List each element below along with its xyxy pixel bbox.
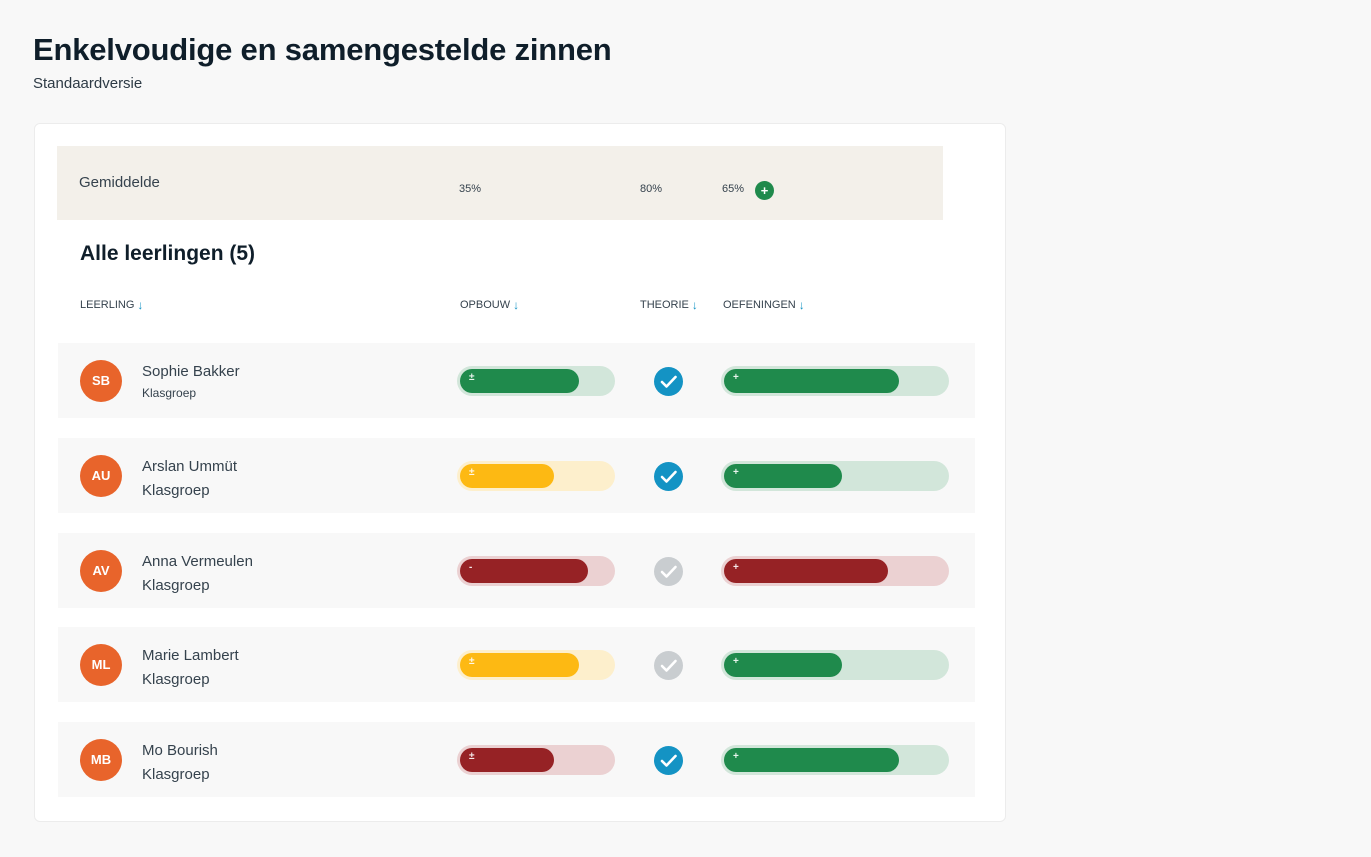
student-name[interactable]: Marie Lambert	[142, 647, 239, 664]
opbouw-progress-bar[interactable]: ±	[457, 366, 615, 396]
score-sign: ±	[469, 656, 475, 667]
opbouw-progress-fill: ±	[460, 464, 554, 488]
opbouw-progress-bar[interactable]: ±	[457, 650, 615, 680]
page-title: Enkelvoudige en samengestelde zinnen	[33, 32, 612, 67]
arrow-down-icon: ↓	[798, 298, 805, 312]
score-sign: +	[733, 562, 739, 573]
avatar: SB	[80, 360, 122, 402]
theorie-check-icon[interactable]	[654, 367, 683, 396]
average-oefeningen: 65%	[722, 183, 745, 195]
theorie-check-icon[interactable]	[654, 746, 683, 775]
opbouw-progress-fill: ±	[460, 369, 579, 393]
opbouw-progress-fill: ±	[460, 653, 579, 677]
theorie-check-icon[interactable]	[654, 462, 683, 491]
column-label-leerling: LEERLING	[80, 299, 135, 311]
student-group: Klasgroep	[142, 386, 197, 400]
opbouw-progress-fill: ±	[460, 748, 554, 772]
student-group: Klasgroep	[142, 482, 210, 499]
score-sign: +	[733, 656, 739, 667]
average-row: Gemiddelde 35% 80% 65% +	[57, 146, 943, 220]
score-sign: ±	[469, 467, 475, 478]
page-subtitle: Standaardversie	[33, 75, 143, 92]
oefeningen-progress-bar[interactable]: +	[721, 366, 949, 396]
score-sign: -	[469, 562, 473, 573]
student-row[interactable]: MB Mo Bourish Klasgroep ± +	[58, 722, 975, 797]
sort-opbouw-header[interactable]: OPBOUW ↓	[460, 298, 519, 312]
oefeningen-progress-fill: +	[724, 653, 842, 677]
sort-leerling-header[interactable]: LEERLING ↓	[80, 298, 143, 312]
opbouw-progress-bar[interactable]: ±	[457, 745, 615, 775]
score-sign: ±	[469, 751, 475, 762]
theorie-check-icon[interactable]	[654, 557, 683, 586]
avatar: AV	[80, 550, 122, 592]
arrow-down-icon: ↓	[137, 298, 144, 312]
oefeningen-progress-bar[interactable]: +	[721, 556, 949, 586]
oefeningen-progress-fill: +	[724, 559, 888, 583]
student-row[interactable]: SB Sophie Bakker Klasgroep ± +	[58, 343, 975, 418]
average-label: Gemiddelde	[79, 174, 160, 191]
average-theorie: 80%	[640, 183, 663, 195]
arrow-down-icon: ↓	[513, 298, 520, 312]
oefeningen-progress-bar[interactable]: +	[721, 745, 949, 775]
score-sign: +	[733, 467, 739, 478]
oefeningen-progress-bar[interactable]: +	[721, 461, 949, 491]
oefeningen-progress-fill: +	[724, 464, 842, 488]
student-group: Klasgroep	[142, 766, 210, 783]
results-card: Gemiddelde 35% 80% 65% + Alle leerlingen…	[34, 123, 1006, 822]
students-section-title: Alle leerlingen (5)	[80, 242, 256, 265]
column-label-opbouw: OPBOUW	[460, 299, 511, 311]
avatar: AU	[80, 455, 122, 497]
sort-theorie-header[interactable]: THEORIE ↓	[640, 298, 698, 312]
average-opbouw: 35%	[459, 183, 482, 195]
student-row[interactable]: ML Marie Lambert Klasgroep ± +	[58, 627, 975, 702]
student-name[interactable]: Arslan Ummüt	[142, 458, 238, 475]
score-sign: +	[733, 751, 739, 762]
student-group: Klasgroep	[142, 577, 210, 594]
plus-badge-icon[interactable]: +	[755, 181, 774, 200]
score-sign: +	[733, 372, 739, 383]
avatar: ML	[80, 644, 122, 686]
column-label-theorie: THEORIE	[640, 299, 689, 311]
student-group: Klasgroep	[142, 671, 210, 688]
student-name[interactable]: Sophie Bakker	[142, 363, 240, 380]
oefeningen-progress-fill: +	[724, 748, 899, 772]
sort-oefeningen-header[interactable]: OEFENINGEN ↓	[723, 298, 805, 312]
student-row[interactable]: AU Arslan Ummüt Klasgroep ± +	[58, 438, 975, 513]
oefeningen-progress-fill: +	[724, 369, 899, 393]
student-name[interactable]: Anna Vermeulen	[142, 553, 253, 570]
avatar: MB	[80, 739, 122, 781]
opbouw-progress-fill: -	[460, 559, 588, 583]
theorie-check-icon[interactable]	[654, 651, 683, 680]
student-row[interactable]: AV Anna Vermeulen Klasgroep - +	[58, 533, 975, 608]
opbouw-progress-bar[interactable]: -	[457, 556, 615, 586]
oefeningen-progress-bar[interactable]: +	[721, 650, 949, 680]
arrow-down-icon: ↓	[691, 298, 698, 312]
column-label-oefeningen: OEFENINGEN	[723, 299, 796, 311]
opbouw-progress-bar[interactable]: ±	[457, 461, 615, 491]
score-sign: ±	[469, 372, 475, 383]
student-name[interactable]: Mo Bourish	[142, 742, 218, 759]
